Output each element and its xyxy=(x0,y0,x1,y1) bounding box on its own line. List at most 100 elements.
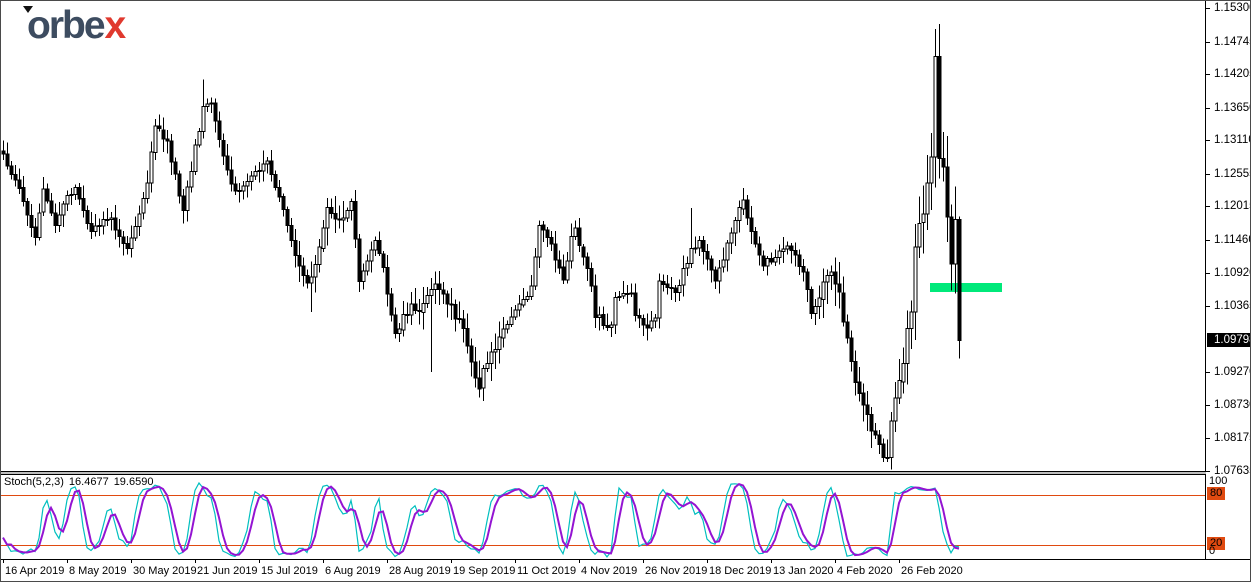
price-tick-mark xyxy=(1206,140,1210,141)
bull-candle-body xyxy=(721,259,726,268)
bear-candle-body xyxy=(469,345,474,363)
bull-candle-body xyxy=(737,207,742,222)
bear-candle-body xyxy=(841,292,846,323)
bull-candle-body xyxy=(653,317,658,322)
bull-candle-body xyxy=(901,362,906,383)
bull-candle-body xyxy=(193,144,198,173)
bull-candle-body xyxy=(657,280,662,319)
price-tick-mark xyxy=(1206,8,1210,9)
bull-candle-body xyxy=(521,298,526,306)
bear-candle-body xyxy=(873,430,878,436)
bear-candle-body xyxy=(225,155,230,171)
bull-candle-body xyxy=(501,328,506,339)
bear-candle-body xyxy=(233,183,238,192)
bull-candle-body xyxy=(909,311,914,330)
bear-candle-body xyxy=(941,157,946,168)
bear-candle-body xyxy=(389,293,394,316)
price-tick-label: 1.13110 xyxy=(1214,134,1251,146)
chart-collapse-icon[interactable] xyxy=(23,6,33,13)
bull-candle-body xyxy=(781,248,786,253)
bear-candle-body xyxy=(745,199,750,219)
indicator-value-main: 16.4677 xyxy=(68,476,109,488)
bull-candle-body xyxy=(773,256,778,263)
price-tick-label: 1.08730 xyxy=(1214,399,1250,411)
bull-candle-body xyxy=(513,309,518,318)
bull-candle-body xyxy=(817,297,822,308)
logo-text-main: orbe xyxy=(27,4,106,47)
stoch-signal-line xyxy=(2,482,960,557)
bull-candle-body xyxy=(401,313,406,331)
bull-candle-body xyxy=(137,213,142,228)
stochastic-panel[interactable]: Stoch(5,2,3) 16.4677 19.6590 xyxy=(1,474,1206,560)
bear-candle-body xyxy=(805,271,810,290)
bear-candle-body xyxy=(441,289,446,295)
bear-candle-body xyxy=(861,392,866,406)
bull-candle-body xyxy=(885,456,890,459)
bull-candle-body xyxy=(149,151,154,184)
time-tick-mark xyxy=(579,560,580,563)
bull-candle-body xyxy=(345,210,350,219)
bear-candle-body xyxy=(837,283,842,293)
time-tick-label: 16 Apr 2019 xyxy=(5,565,65,577)
bear-candle-body xyxy=(9,165,14,175)
time-tick-label: 6 Aug 2019 xyxy=(325,565,381,577)
bear-candle-body xyxy=(393,314,398,335)
bull-candle-body xyxy=(717,267,722,282)
candlestick-chart[interactable] xyxy=(1,1,1205,471)
price-tick-label: 1.12555 xyxy=(1214,168,1250,180)
price-chart-panel[interactable]: orbex xyxy=(1,1,1206,472)
bull-candle-body xyxy=(37,212,42,239)
bull-candle-body xyxy=(429,289,434,296)
bear-candle-body xyxy=(5,153,10,167)
bull-candle-body xyxy=(533,256,538,287)
bear-candle-body xyxy=(641,318,646,326)
green-horizontal-segment[interactable] xyxy=(930,283,1002,293)
stoch-level-80-badge: 80 xyxy=(1207,487,1226,500)
bear-candle-body xyxy=(801,266,806,273)
time-tick-label: 18 Dec 2019 xyxy=(709,565,772,577)
bull-candle-body xyxy=(617,295,622,298)
price-axis[interactable]: 1.09798 1.15300 1.14745 1.14205 1.13650 1.13… xyxy=(1206,1,1251,477)
time-axis[interactable]: 16 Apr 2019 8 May 2019 30 May 2019 21 Jun 2… xyxy=(1,559,1250,581)
bear-candle-body xyxy=(305,274,310,284)
bull-candle-body xyxy=(785,245,790,250)
price-tick-label: 1.12015 xyxy=(1214,200,1250,212)
bear-candle-body xyxy=(669,287,674,290)
bull-candle-body xyxy=(93,225,98,232)
bull-candle-body xyxy=(205,103,210,107)
bear-candle-body xyxy=(17,179,22,190)
bear-candle-body xyxy=(857,381,862,395)
bull-candle-body xyxy=(261,163,266,172)
bull-candle-body xyxy=(889,420,894,458)
time-tick-label: 28 Aug 2019 xyxy=(389,565,451,577)
price-tick-mark xyxy=(1206,471,1210,472)
bear-candle-body xyxy=(809,288,814,315)
bull-candle-body xyxy=(677,284,682,293)
bear-candle-body xyxy=(337,218,342,221)
bull-candle-body xyxy=(249,175,254,182)
stochastic-axis[interactable]: 100 80 20 0 xyxy=(1206,474,1250,559)
time-tick-label: 8 May 2019 xyxy=(69,565,127,577)
price-tick-mark xyxy=(1206,372,1210,373)
price-tick-mark xyxy=(1206,405,1210,406)
bear-candle-body xyxy=(625,293,630,296)
bear-candle-body xyxy=(665,283,670,289)
bear-candle-body xyxy=(289,225,294,242)
bear-candle-body xyxy=(157,125,162,130)
panel-splitter[interactable] xyxy=(1,472,1206,474)
bear-candle-body xyxy=(561,266,566,281)
bull-candle-body xyxy=(685,263,690,269)
bull-candle-body xyxy=(73,186,78,195)
bull-candle-body xyxy=(529,285,534,298)
price-tick-label: 1.10365 xyxy=(1214,300,1250,312)
stoch-level-100-label: 100 xyxy=(1209,475,1228,487)
bear-candle-body xyxy=(477,377,482,390)
bull-candle-body xyxy=(309,276,314,284)
bear-candle-body xyxy=(81,197,86,211)
time-tick-label: 4 Feb 2020 xyxy=(837,565,893,577)
time-tick-label: 26 Feb 2020 xyxy=(901,565,963,577)
bull-candle-body xyxy=(729,232,734,244)
bear-candle-body xyxy=(165,138,170,142)
stochastic-chart[interactable] xyxy=(1,475,1205,559)
